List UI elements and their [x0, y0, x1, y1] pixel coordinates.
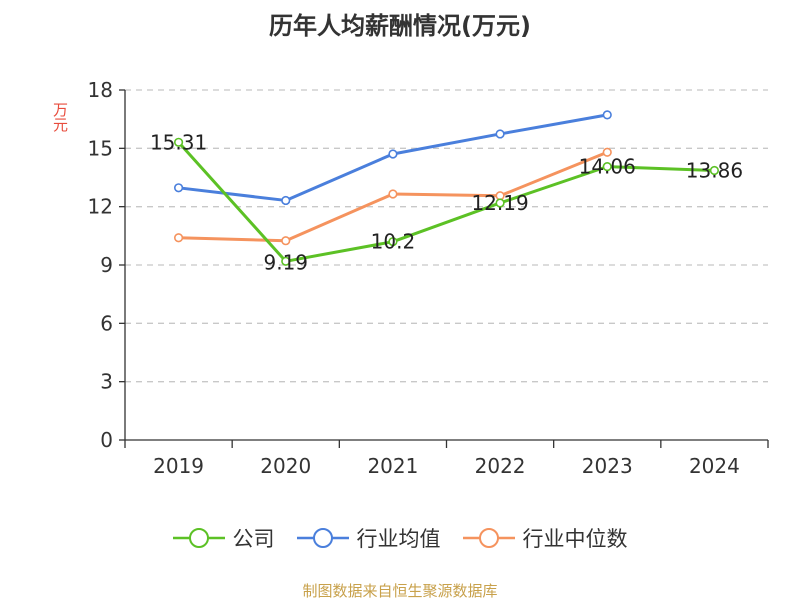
- y-tick-label: 6: [100, 311, 113, 335]
- data-point: [602, 110, 612, 120]
- y-tick-label: 12: [88, 195, 113, 219]
- data-label: 12.19: [471, 191, 528, 215]
- data-label: 9.19: [263, 250, 308, 274]
- data-label: 14.06: [579, 155, 636, 179]
- x-tick-label: 2019: [153, 454, 204, 478]
- legend: 公司 行业均值 行业中位数: [0, 520, 800, 556]
- y-tick-label: 3: [100, 370, 113, 394]
- y-tick-label: 15: [88, 136, 113, 160]
- chart-title: 历年人均薪酬情况(万元): [269, 12, 531, 40]
- data-point: [388, 237, 398, 247]
- data-point: [173, 137, 184, 147]
- legend-label-company: 公司: [232, 527, 275, 551]
- data-label: 13.86: [686, 159, 743, 183]
- data-point: [602, 162, 612, 172]
- y-tick-label: 9: [100, 253, 113, 277]
- y-axis-label: 万元: [51, 102, 69, 132]
- data-point: [281, 256, 291, 266]
- x-tick-label: 2020: [260, 454, 311, 478]
- data-point: [173, 233, 184, 243]
- x-tick-label: 2021: [367, 454, 418, 478]
- legend-marker-industry-median: [462, 528, 515, 548]
- data-label: 15.31: [150, 130, 207, 154]
- x-tick-label: 2022: [475, 454, 526, 478]
- data-point: [602, 147, 612, 157]
- legend-item-industry-mean[interactable]: 行业均值: [296, 523, 441, 553]
- data-point: [388, 149, 398, 159]
- data-point: [173, 183, 184, 193]
- legend-item-company[interactable]: 公司: [172, 523, 275, 553]
- x-tick-label: 2024: [689, 454, 740, 478]
- data-point: [281, 195, 291, 206]
- legend-item-industry-median[interactable]: 行业中位数: [462, 523, 628, 553]
- source-note: 制图数据来自恒生聚源数据库: [302, 582, 498, 600]
- legend-label-industry-median: 行业中位数: [522, 527, 628, 551]
- data-label: 10.2: [371, 230, 416, 254]
- x-tick-label: 2023: [582, 454, 633, 478]
- y-tick-label: 0: [100, 428, 113, 452]
- data-point: [495, 129, 505, 139]
- data-point: [281, 236, 291, 246]
- data-point: [388, 189, 398, 199]
- legend-label-industry-mean: 行业均值: [356, 527, 441, 551]
- legend-marker-industry-mean: [296, 528, 349, 548]
- y-tick-label: 18: [88, 78, 113, 102]
- data-point: [709, 165, 720, 176]
- series-line: [177, 141, 715, 263]
- legend-marker-company: [172, 528, 225, 548]
- data-point: [495, 198, 505, 208]
